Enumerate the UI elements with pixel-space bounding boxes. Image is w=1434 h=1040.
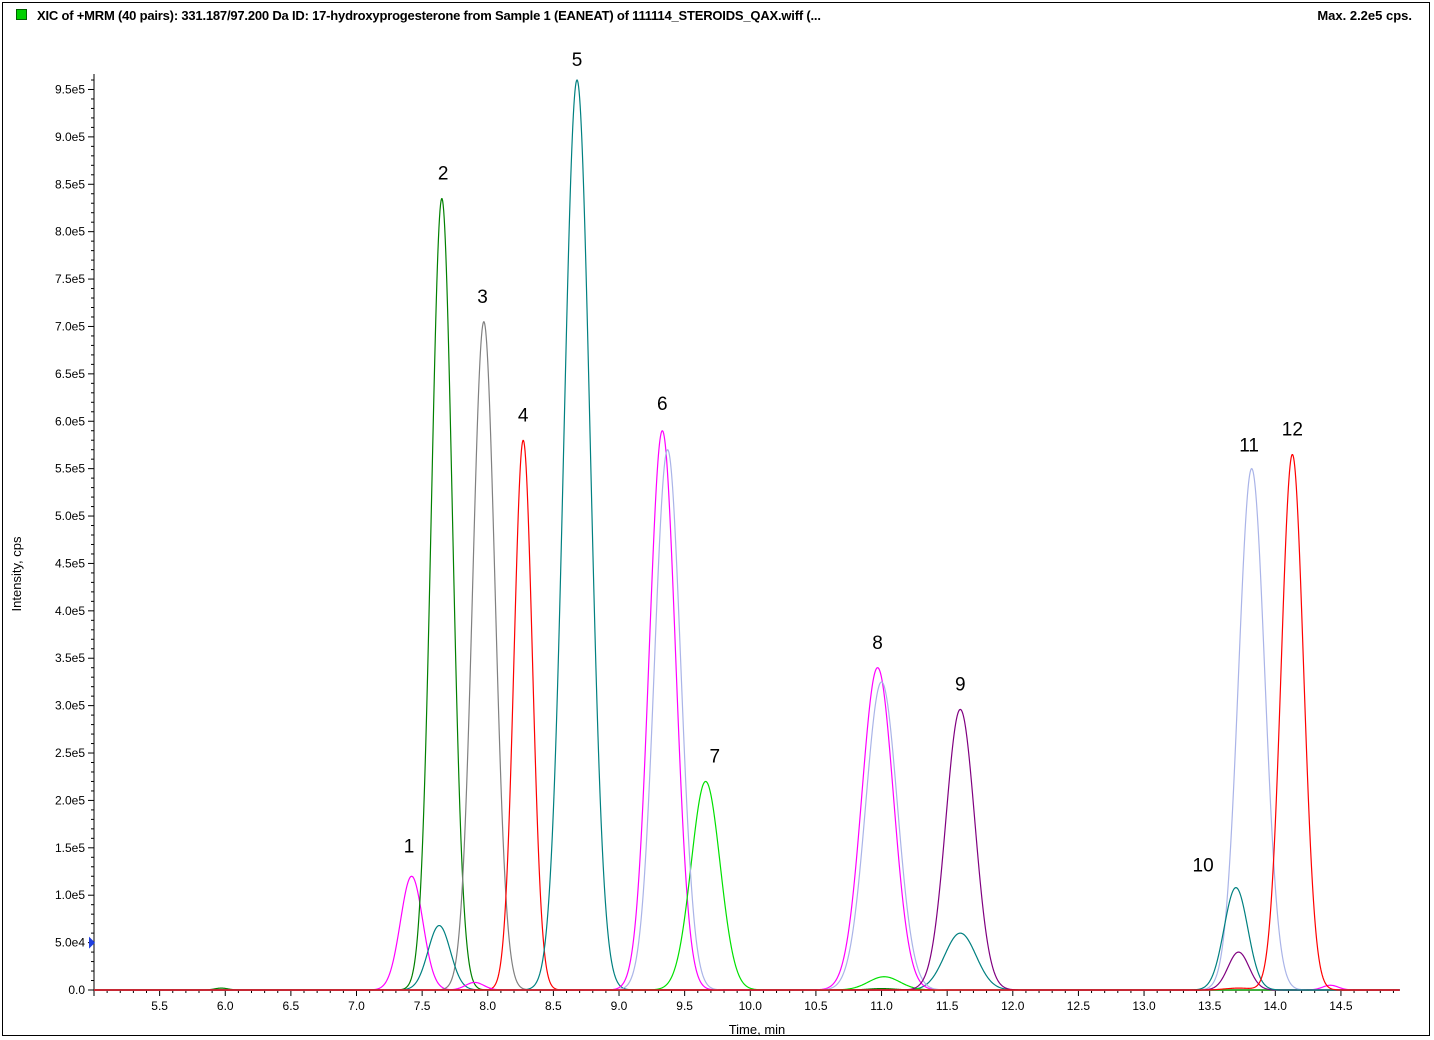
y-tick-label: 0.0 <box>68 983 85 997</box>
y-tick-label: 2.5e5 <box>55 746 85 760</box>
x-tick-label: 13.0 <box>1132 999 1156 1013</box>
x-tick-label: 6.0 <box>217 999 234 1013</box>
chart-title: XIC of +MRM (40 pairs): 331.187/97.200 D… <box>37 8 821 23</box>
x-tick-label: 5.5 <box>151 999 168 1013</box>
y-tick-label: 1.5e5 <box>55 841 85 855</box>
trace-3 <box>94 321 1400 991</box>
peak-label-1: 1 <box>404 837 415 858</box>
y-tick-label: 7.0e5 <box>55 319 85 333</box>
x-tick-label: 14.0 <box>1264 999 1288 1013</box>
x-tick-label: 6.5 <box>283 999 300 1013</box>
y-tick-label: 1.0e5 <box>55 888 85 902</box>
x-tick-label: 13.5 <box>1198 999 1222 1013</box>
y-tick-label: 3.5e5 <box>55 651 85 665</box>
chart-header: XIC of +MRM (40 pairs): 331.187/97.200 D… <box>4 4 1428 23</box>
trace-8 <box>94 449 1400 991</box>
x-tick-label: 14.5 <box>1329 999 1353 1013</box>
x-tick-label: 12.5 <box>1067 999 1091 1013</box>
trace-5 <box>94 78 1400 991</box>
y-tick-label: 8.5e5 <box>55 177 85 191</box>
y-tick-label: 8.0e5 <box>55 225 85 239</box>
trace-10 <box>94 887 1400 991</box>
y-tick-label: 6.5e5 <box>55 367 85 381</box>
x-tick-label: 11.0 <box>870 999 893 1013</box>
x-tick-label: 9.5 <box>676 999 693 1013</box>
x-tick-label: 10.0 <box>739 999 763 1013</box>
x-tick-label: 12.0 <box>1001 999 1025 1013</box>
peak-label-8: 8 <box>872 633 883 654</box>
peak-label-7: 7 <box>710 747 721 768</box>
peak-label-10: 10 <box>1193 856 1214 877</box>
x-tick-label: 11.5 <box>936 999 959 1013</box>
y-tick-label: 5.0e5 <box>55 509 85 523</box>
y-tick-label: 6.0e5 <box>55 414 85 428</box>
x-tick-label: 8.5 <box>545 999 562 1013</box>
x-tick-label: 10.5 <box>804 999 828 1013</box>
trace-7 <box>94 780 1400 991</box>
y-tick-label: 4.5e5 <box>55 556 85 570</box>
peak-label-4: 4 <box>518 405 529 426</box>
peak-label-3: 3 <box>477 287 488 308</box>
y-tick-label: 9.5e5 <box>55 82 85 96</box>
peak-label-5: 5 <box>572 50 583 71</box>
x-tick-label: 7.0 <box>348 999 365 1013</box>
y-tick-label: 3.0e5 <box>55 699 85 713</box>
x-axis-title: Time, min <box>729 1022 786 1037</box>
trace-6 <box>94 430 1400 991</box>
trace-1 <box>94 875 1400 991</box>
trace-9 <box>94 708 1400 991</box>
peak-label-6: 6 <box>657 394 668 415</box>
max-intensity: Max. 2.2e5 cps. <box>1317 8 1412 23</box>
y-tick-label: 9.0e5 <box>55 130 85 144</box>
threshold-marker <box>89 936 95 949</box>
x-tick-label: 9.0 <box>611 999 628 1013</box>
trace-11 <box>94 453 1400 991</box>
peak-label-12: 12 <box>1282 419 1303 440</box>
y-tick-label: 4.0e5 <box>55 604 85 618</box>
peak-label-2: 2 <box>438 164 449 185</box>
y-tick-label: 2.0e5 <box>55 793 85 807</box>
peak-label-9: 9 <box>955 674 966 695</box>
trace-4 <box>94 439 1400 991</box>
y-tick-label: 5.0e4 <box>55 936 85 950</box>
traces <box>94 78 1400 991</box>
peak-label-11: 11 <box>1239 436 1259 457</box>
y-tick-label: 7.5e5 <box>55 272 85 286</box>
axes: 5.5 6.0 6.5 7.0 7.5 8.0 8.5 9.0 9.5 10.0 10.5 11.0 1… <box>9 74 1400 1037</box>
y-axis-title: Intensity, cps <box>9 536 24 611</box>
x-tick-label: 7.5 <box>414 999 431 1013</box>
x-tick-label: 8.0 <box>479 999 496 1013</box>
legend-swatch[interactable] <box>16 9 27 20</box>
y-tick-label: 5.5e5 <box>55 462 85 476</box>
